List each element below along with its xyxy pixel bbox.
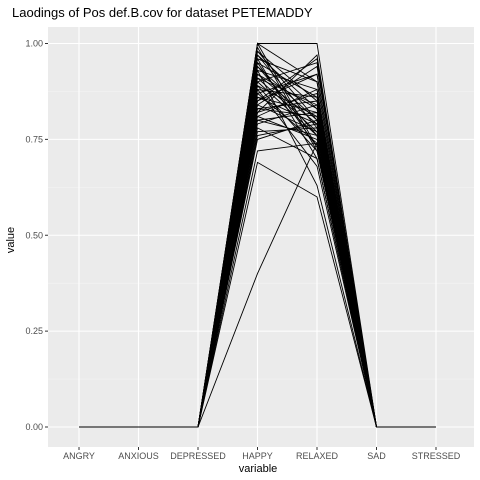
x-tick-label: HAPPY (242, 451, 273, 461)
y-tick-label: 0.25 (25, 326, 43, 336)
grid-layer (48, 27, 474, 447)
x-tick-label: ANXIOUS (118, 451, 159, 461)
series-line (79, 58, 436, 428)
y-tick-label: 0.00 (25, 422, 43, 432)
plot-panel (48, 27, 474, 447)
x-tick-label: SAD (367, 451, 386, 461)
series-layer (79, 42, 436, 428)
y-tick-layer: 0.00 0.25 0.50 0.75 1.00 (25, 39, 48, 432)
x-tick-label: STRESSED (412, 451, 461, 461)
x-tick-label: DEPRESSED (170, 451, 226, 461)
x-tick-label: RELAXED (296, 451, 339, 461)
y-tick-label: 0.75 (25, 134, 43, 144)
y-tick-label: 0.50 (25, 230, 43, 240)
x-axis-title: variable (239, 463, 278, 475)
y-tick-label: 1.00 (25, 39, 43, 49)
x-tick-label: ANGRY (63, 451, 95, 461)
x-tick-layer: ANGRY ANXIOUS DEPRESSED HAPPY RELAXED SAD STRE… (63, 447, 461, 461)
chart-title: Laodings of Pos def.B.cov for dataset PE… (12, 5, 313, 20)
y-axis-title: value (5, 227, 17, 253)
